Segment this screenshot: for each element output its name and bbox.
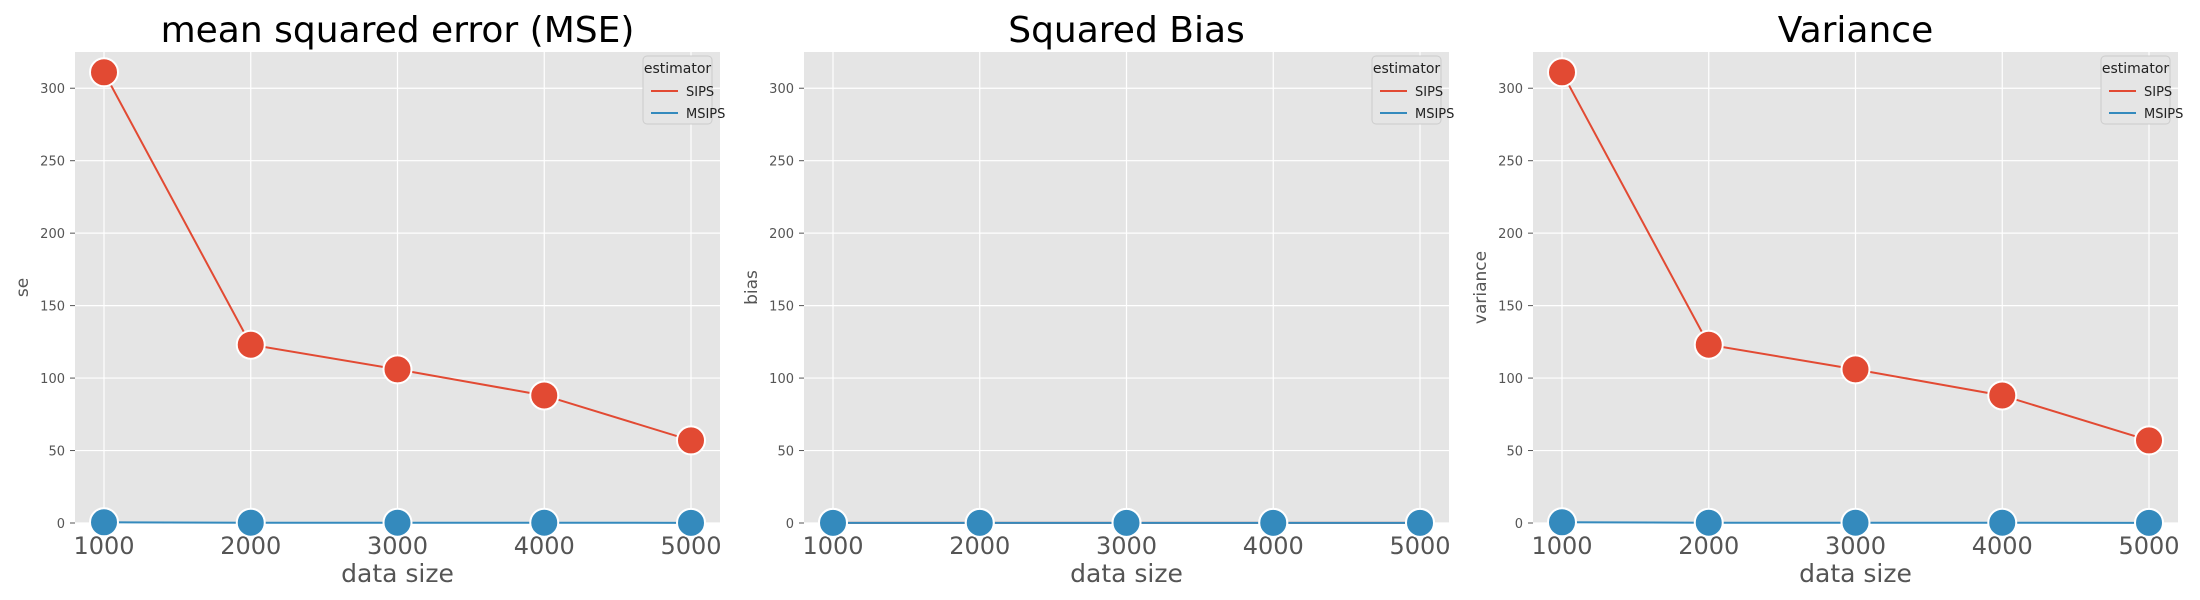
legend: estimator SIPS MSIPS (2100, 55, 2183, 125)
data-point-msips (1840, 507, 1871, 538)
y-tick-label: 100 (769, 372, 794, 387)
y-tick-label: 150 (40, 300, 65, 315)
chart-title: Variance (1778, 10, 1934, 51)
data-point-sips (2134, 425, 2164, 456)
y-tick-label: 0 (786, 517, 794, 532)
legend-title: estimator (1373, 61, 1441, 77)
data-point-msips (2134, 507, 2164, 538)
y-tick-label: 0 (1515, 517, 1523, 532)
y-axis-label: se (13, 278, 33, 297)
chart-title: mean squared error (MSE) (161, 10, 635, 51)
data-point-msips (676, 507, 706, 538)
y-tick-label: 300 (40, 82, 65, 97)
y-tick-label: 250 (40, 155, 65, 170)
y-tick-label: 150 (769, 300, 794, 315)
legend-label-sips: SIPS (686, 85, 714, 100)
data-point-sips (235, 329, 266, 360)
y-tick-label: 250 (1498, 155, 1523, 170)
data-point-msips (89, 507, 119, 538)
data-point-msips (1547, 507, 1577, 538)
y-tick-label: 100 (40, 372, 65, 387)
data-point-msips (235, 507, 266, 538)
legend: estimator SIPS MSIPS (1371, 55, 1454, 125)
y-tick-label: 200 (769, 227, 794, 242)
y-tick-label: 50 (1506, 445, 1523, 460)
data-point-sips (1840, 354, 1871, 385)
data-point-sips (1547, 57, 1577, 88)
legend-label-msips: MSIPS (1415, 107, 1454, 122)
y-tick-label: 50 (777, 445, 794, 460)
data-point-msips (818, 507, 848, 538)
legend-title: estimator (2102, 61, 2170, 77)
y-tick-label: 100 (1498, 372, 1523, 387)
legend-label-sips: SIPS (2144, 85, 2172, 100)
data-point-sips (382, 354, 413, 385)
data-point-msips (1693, 507, 1724, 538)
y-tick-label: 50 (48, 445, 65, 460)
data-point-msips (1111, 507, 1142, 538)
y-tick-label: 200 (1498, 227, 1523, 242)
data-point-msips (1987, 507, 2018, 538)
legend: estimator SIPS MSIPS (642, 55, 725, 125)
x-axis-label: data size (1799, 559, 1912, 588)
y-tick-label: 200 (40, 227, 65, 242)
y-tick-label: 0 (57, 517, 65, 532)
data-point-msips (529, 507, 560, 538)
data-point-sips (529, 380, 560, 411)
y-tick-label: 150 (1498, 300, 1523, 315)
data-point-msips (964, 507, 995, 538)
data-point-msips (1258, 507, 1289, 538)
legend-label-msips: MSIPS (2144, 107, 2183, 122)
y-axis-label: variance (1471, 251, 1491, 324)
data-point-sips (89, 57, 119, 88)
data-point-sips (676, 425, 706, 456)
y-tick-label: 300 (769, 82, 794, 97)
legend-label-sips: SIPS (1415, 85, 1443, 100)
chart-title: Squared Bias (1008, 10, 1245, 51)
legend-title: estimator (644, 61, 712, 77)
data-point-msips (1405, 507, 1435, 538)
data-point-msips (382, 507, 413, 538)
y-tick-label: 250 (769, 155, 794, 170)
data-point-sips (1693, 329, 1724, 360)
y-axis-label: bias (742, 270, 762, 305)
legend-label-msips: MSIPS (686, 107, 725, 122)
data-point-sips (1987, 380, 2018, 411)
y-tick-label: 300 (1498, 82, 1523, 97)
x-axis-label: data size (341, 559, 454, 588)
x-axis-label: data size (1070, 559, 1183, 588)
